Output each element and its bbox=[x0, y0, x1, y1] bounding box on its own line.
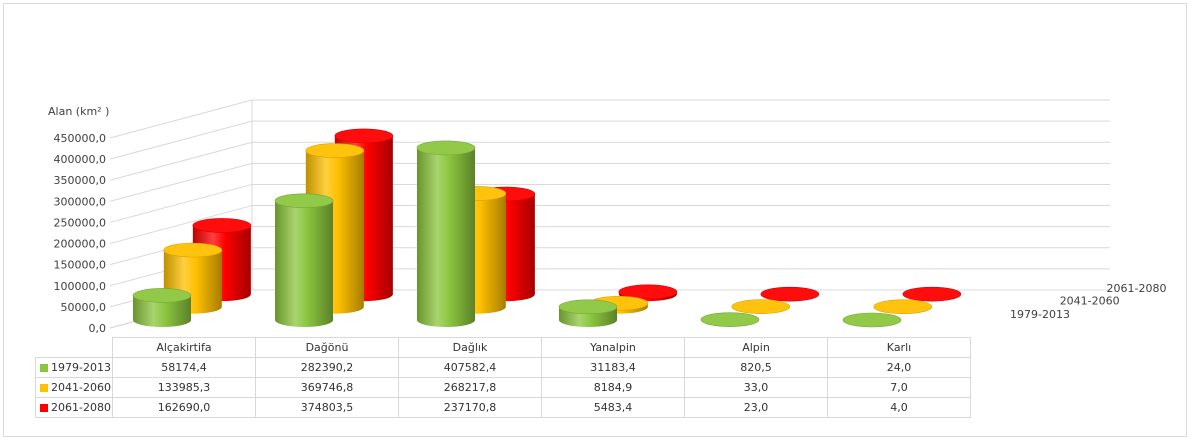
cylinder-body bbox=[133, 295, 191, 327]
y-tick-label: 50000,0 bbox=[61, 301, 107, 314]
cylinder-bar bbox=[558, 299, 618, 327]
cylinder-bar bbox=[132, 288, 192, 327]
table-cell: 374803,5 bbox=[255, 397, 399, 418]
y-axis: 0,0 50000,0 100000,0 150000,0 200000,0 250000… bbox=[54, 132, 1167, 335]
y-axis-title: Alan (km² ) bbox=[48, 105, 109, 118]
table-row: 2061-2080 162690,0 374803,5 237170,8 548… bbox=[35, 397, 971, 418]
y-tick-label: 300000,0 bbox=[54, 195, 107, 208]
table-cell: 237170,8 bbox=[398, 397, 542, 418]
cylinder-bar bbox=[274, 193, 334, 327]
table-cell: 369746,8 bbox=[255, 377, 399, 398]
table-header-cell: Dağlık bbox=[398, 337, 542, 358]
cylinder-bar bbox=[416, 140, 476, 327]
y-tick-label: 450000,0 bbox=[54, 132, 107, 145]
cylinder-top bbox=[902, 286, 962, 302]
table-cell: 133985,3 bbox=[112, 377, 256, 398]
table-row: 1979-2013 58174,4 282390,2 407582,4 3118… bbox=[35, 357, 971, 378]
y-tick-label: 0,0 bbox=[89, 322, 107, 335]
gridline-depth bbox=[109, 205, 253, 245]
cylinder-top bbox=[305, 143, 365, 158]
series-name-cell: 2041-2060 bbox=[35, 377, 113, 398]
gridline-depth bbox=[109, 141, 253, 181]
cylinder-body bbox=[275, 200, 333, 327]
cylinder-top bbox=[132, 288, 192, 303]
legend-swatch bbox=[40, 364, 48, 372]
table-cell: 7,0 bbox=[827, 377, 971, 398]
table-header-cell: Dağönü bbox=[255, 337, 399, 358]
cylinder-top bbox=[731, 299, 791, 314]
series-depth-label: 1979-2013 bbox=[1010, 308, 1070, 321]
gridline-depth bbox=[109, 162, 253, 202]
table-header-cell: Alpin bbox=[684, 337, 828, 358]
table-row: 2041-2060 133985,3 369746,8 268217,8 818… bbox=[35, 377, 971, 398]
cylinder-bar bbox=[731, 299, 791, 314]
table-cell: 407582,4 bbox=[398, 357, 542, 378]
cylinder-bar bbox=[873, 299, 933, 314]
table-cell: 24,0 bbox=[827, 357, 971, 378]
table-corner-cell bbox=[35, 337, 113, 358]
y-tick-label: 200000,0 bbox=[54, 238, 107, 251]
data-table: Alçakirtifa Dağönü Dağlık Yanalpin Alpin… bbox=[35, 337, 971, 418]
cylinder-top bbox=[274, 193, 334, 209]
series-name-cell: 2061-2080 bbox=[35, 397, 113, 418]
series-name-cell: 1979-2013 bbox=[35, 357, 113, 378]
table-header-cell: Karlı bbox=[827, 337, 971, 358]
y-tick-label: 150000,0 bbox=[54, 259, 107, 272]
y-tick-label: 100000,0 bbox=[54, 280, 107, 293]
cylinder-top bbox=[873, 299, 933, 314]
cylinder-bar bbox=[902, 286, 962, 302]
data-table-header-row: Alçakirtifa Dağönü Dağlık Yanalpin Alpin… bbox=[35, 337, 971, 358]
y-tick-label: 250000,0 bbox=[54, 216, 107, 229]
cylinder-top bbox=[416, 140, 476, 156]
table-cell: 31183,4 bbox=[541, 357, 685, 378]
cylinder-body bbox=[417, 147, 475, 327]
gridline-depth bbox=[109, 120, 253, 160]
table-cell: 23,0 bbox=[684, 397, 828, 418]
legend-swatch bbox=[40, 384, 48, 392]
series-depth-label: 2041-2060 bbox=[1060, 295, 1120, 308]
cylinder-bar bbox=[760, 286, 820, 302]
cylinder-bar bbox=[842, 312, 902, 328]
cylinder-top bbox=[334, 128, 394, 144]
cylinder-top bbox=[760, 286, 820, 302]
cylinder-top bbox=[163, 242, 223, 258]
cylinder-top bbox=[558, 299, 618, 315]
gridline-depth bbox=[109, 183, 253, 223]
table-cell: 33,0 bbox=[684, 377, 828, 398]
cylinder-top bbox=[700, 312, 760, 327]
cylinder-top bbox=[618, 284, 678, 300]
table-cell: 268217,8 bbox=[398, 377, 542, 398]
y-tick-label: 350000,0 bbox=[54, 174, 107, 187]
cylinder-bar bbox=[700, 312, 760, 327]
table-cell: 8184,9 bbox=[541, 377, 685, 398]
table-header-cell: Yanalpin bbox=[541, 337, 685, 358]
bars-layer bbox=[132, 128, 962, 328]
table-cell: 58174,4 bbox=[112, 357, 256, 378]
legend-swatch bbox=[40, 404, 48, 412]
gridline-depth bbox=[109, 99, 253, 139]
table-cell: 4,0 bbox=[827, 397, 971, 418]
cylinder-top bbox=[842, 312, 902, 328]
table-cell: 5483,4 bbox=[541, 397, 685, 418]
table-cell: 282390,2 bbox=[255, 357, 399, 378]
table-cell: 820,5 bbox=[684, 357, 828, 378]
table-header-cell: Alçakirtifa bbox=[112, 337, 256, 358]
cylinder-top bbox=[192, 218, 252, 233]
y-tick-label: 400000,0 bbox=[54, 153, 107, 166]
table-cell: 162690,0 bbox=[112, 397, 256, 418]
series-depth-label: 2061-2080 bbox=[1107, 282, 1167, 295]
